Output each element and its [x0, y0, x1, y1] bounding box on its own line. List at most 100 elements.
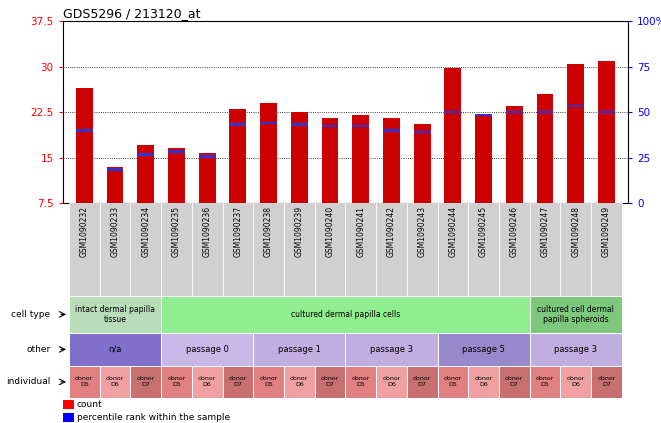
Bar	[199, 155, 215, 158]
Bar	[475, 114, 492, 116]
Bar	[345, 332, 438, 366]
Text: GSM1090233: GSM1090233	[110, 206, 120, 257]
Bar	[561, 203, 591, 296]
Text: passage 5: passage 5	[462, 345, 505, 354]
Bar	[591, 203, 622, 296]
Bar	[529, 366, 561, 398]
Bar	[168, 148, 185, 203]
Bar	[315, 366, 345, 398]
Bar	[567, 104, 584, 107]
Text: cultured cell dermal
papilla spheroids: cultured cell dermal papilla spheroids	[537, 305, 614, 324]
Text: donor
D6: donor D6	[106, 376, 124, 387]
Text: individual: individual	[6, 377, 50, 386]
Text: donor
D5: donor D5	[444, 376, 462, 387]
Bar	[76, 88, 93, 203]
Bar	[161, 366, 192, 398]
Bar	[352, 125, 369, 127]
Text: passage 3: passage 3	[370, 345, 413, 354]
Bar	[192, 203, 223, 296]
Bar	[444, 111, 461, 113]
Bar	[468, 366, 499, 398]
Text: donor
D6: donor D6	[382, 376, 401, 387]
Bar	[284, 366, 315, 398]
Bar	[100, 203, 130, 296]
Text: passage 1: passage 1	[278, 345, 321, 354]
Bar	[284, 203, 315, 296]
Text: GSM1090237: GSM1090237	[233, 206, 243, 257]
Bar	[475, 115, 492, 203]
Text: GSM1090244: GSM1090244	[448, 206, 457, 257]
Text: GSM1090235: GSM1090235	[172, 206, 181, 257]
Text: donor
D6: donor D6	[198, 376, 216, 387]
Text: donor
D7: donor D7	[137, 376, 155, 387]
Bar	[345, 366, 376, 398]
Text: GSM1090248: GSM1090248	[571, 206, 580, 257]
Bar	[376, 203, 407, 296]
Bar	[137, 146, 154, 203]
Bar	[506, 111, 523, 113]
Text: GDS5296 / 213120_at: GDS5296 / 213120_at	[63, 7, 200, 20]
Bar	[321, 125, 338, 127]
Text: donor
D6: donor D6	[290, 376, 309, 387]
Bar	[161, 332, 253, 366]
Bar	[506, 106, 523, 203]
Text: GSM1090249: GSM1090249	[602, 206, 611, 257]
Bar	[414, 131, 430, 134]
Bar	[345, 203, 376, 296]
Bar	[137, 153, 154, 156]
Text: passage 3: passage 3	[554, 345, 598, 354]
Text: percentile rank within the sample: percentile rank within the sample	[77, 413, 230, 422]
Bar	[223, 366, 253, 398]
Bar	[414, 124, 430, 203]
Text: cultured dermal papilla cells: cultured dermal papilla cells	[291, 310, 400, 319]
Text: donor
D7: donor D7	[413, 376, 432, 387]
Text: donor
D6: donor D6	[566, 376, 585, 387]
Text: donor
D7: donor D7	[598, 376, 615, 387]
Bar	[223, 203, 253, 296]
Bar	[76, 129, 93, 132]
Bar	[260, 103, 277, 203]
Bar	[591, 366, 622, 398]
Bar	[130, 203, 161, 296]
Bar	[499, 366, 529, 398]
Bar	[69, 332, 161, 366]
Bar	[444, 68, 461, 203]
Bar	[407, 366, 438, 398]
Text: GSM1090240: GSM1090240	[325, 206, 334, 257]
Text: count: count	[77, 400, 102, 409]
Text: GSM1090241: GSM1090241	[356, 206, 366, 257]
Bar	[106, 168, 124, 171]
Text: donor
D5: donor D5	[352, 376, 370, 387]
Text: n/a: n/a	[108, 345, 122, 354]
Bar	[130, 366, 161, 398]
Bar	[192, 366, 223, 398]
Bar	[438, 366, 468, 398]
Bar	[499, 203, 529, 296]
Bar	[438, 203, 468, 296]
Bar	[315, 203, 345, 296]
Bar	[161, 203, 192, 296]
Bar	[529, 332, 622, 366]
Text: donor
D5: donor D5	[536, 376, 554, 387]
Bar	[529, 296, 622, 332]
Bar	[100, 366, 130, 398]
Text: other: other	[26, 345, 50, 354]
Text: GSM1090232: GSM1090232	[80, 206, 89, 257]
Bar	[69, 203, 100, 296]
Text: GSM1090246: GSM1090246	[510, 206, 519, 257]
Text: passage 0: passage 0	[186, 345, 229, 354]
Bar	[291, 123, 308, 126]
Bar	[168, 150, 185, 153]
Text: GSM1090242: GSM1090242	[387, 206, 396, 257]
Text: donor
D7: donor D7	[229, 376, 247, 387]
Bar	[468, 203, 499, 296]
Bar	[291, 112, 308, 203]
Bar	[321, 118, 338, 203]
Bar	[253, 332, 345, 366]
Bar	[106, 167, 124, 203]
Bar	[63, 400, 74, 409]
Text: donor
D5: donor D5	[167, 376, 186, 387]
Text: GSM1090234: GSM1090234	[141, 206, 150, 257]
Bar	[253, 203, 284, 296]
Text: GSM1090247: GSM1090247	[541, 206, 549, 257]
